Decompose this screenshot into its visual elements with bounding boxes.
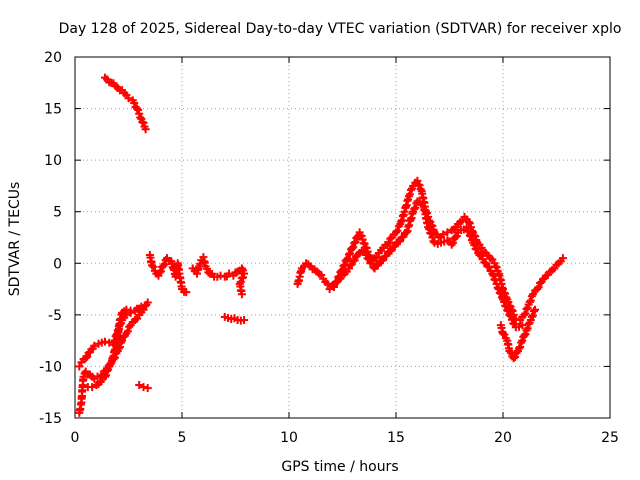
- data-point: [216, 271, 225, 280]
- data-point: [329, 231, 363, 292]
- data-point: [88, 383, 97, 392]
- plot-frame: [74, 56, 611, 419]
- data-points: [75, 73, 567, 417]
- data-point: [531, 305, 540, 314]
- y-tick-label: -5: [48, 308, 62, 324]
- y-tick-label: 10: [44, 153, 62, 169]
- data-point: [225, 269, 234, 278]
- data-point: [154, 256, 170, 280]
- y-axis-label: SDTVAR / TECUs: [7, 182, 23, 297]
- y-tick-label: 20: [44, 50, 62, 66]
- y-tick-label: -15: [39, 411, 62, 427]
- y-tick: 0: [53, 256, 610, 272]
- data-point: [490, 259, 502, 276]
- data-point: [409, 199, 421, 216]
- x-tick: 25: [601, 57, 619, 446]
- x-tick: 10: [280, 57, 298, 446]
- x-tick-label: 0: [71, 430, 80, 446]
- data-point: [494, 285, 506, 302]
- data-point: [173, 259, 186, 291]
- data-point: [475, 251, 489, 267]
- x-tick-label: 15: [387, 430, 405, 446]
- series-afternoon-climb: [293, 176, 567, 325]
- x-tick: 0: [71, 57, 80, 446]
- data-point: [90, 341, 99, 350]
- data-point: [520, 303, 532, 319]
- data-point: [139, 383, 148, 392]
- data-point: [141, 125, 150, 134]
- data-point: [419, 202, 432, 228]
- data-point: [518, 321, 527, 330]
- data-point: [135, 380, 144, 389]
- data-point: [558, 254, 567, 263]
- x-tick-label: 5: [178, 430, 187, 446]
- data-point: [75, 400, 85, 417]
- x-tick: 20: [494, 57, 512, 446]
- y-tick: 5: [53, 205, 610, 221]
- data-point: [526, 307, 539, 325]
- data-point: [122, 305, 131, 314]
- data-point: [124, 94, 133, 103]
- data-point: [325, 285, 334, 294]
- y-tick: 15: [44, 102, 610, 118]
- series-short-low: [135, 380, 152, 393]
- data-point: [100, 365, 113, 381]
- data-point: [488, 269, 502, 292]
- series-midday-band: [188, 253, 249, 299]
- data-point: [424, 223, 438, 246]
- data-point: [220, 272, 231, 281]
- data-point: [237, 290, 246, 299]
- x-tick-label: 20: [494, 430, 512, 446]
- data-point: [75, 362, 84, 371]
- data-point: [143, 298, 152, 307]
- series-short-mid: [220, 312, 249, 325]
- data-point: [137, 302, 146, 311]
- data-point: [293, 276, 303, 288]
- data-point: [182, 288, 191, 297]
- data-point: [499, 295, 513, 316]
- x-tick-label: 10: [280, 430, 298, 446]
- data-point: [323, 279, 332, 288]
- x-tick: 5: [178, 57, 187, 446]
- y-tick-label: -10: [39, 359, 62, 375]
- x-axis-label: GPS time / hours: [281, 459, 398, 475]
- y-tick: 20: [44, 50, 610, 66]
- data-point: [469, 238, 483, 258]
- y-tick: -5: [48, 308, 610, 324]
- y-tick-label: 15: [44, 102, 62, 118]
- data-point: [509, 348, 521, 363]
- data-point: [100, 337, 109, 346]
- axis-ticks: 0 5 10 15 20 25 -15 -10 -5 0 5 10 15 20: [39, 50, 619, 446]
- grid: [75, 57, 610, 418]
- series-pre-noon-cluster: [145, 251, 191, 297]
- y-tick-label: 0: [53, 256, 62, 272]
- y-tick: -15: [39, 411, 610, 427]
- series-high-segment: [100, 73, 150, 134]
- series-afternoon-climb-lower: [325, 197, 527, 332]
- data-point: [133, 104, 145, 122]
- data-point: [126, 306, 135, 315]
- data-point: [447, 232, 461, 249]
- y-tick: -10: [39, 359, 610, 375]
- data-point: [430, 238, 442, 248]
- chart-title: Day 128 of 2025, Sidereal Day-to-day VTE…: [59, 21, 622, 37]
- data-point: [481, 259, 495, 276]
- x-tick-label: 25: [601, 430, 619, 446]
- data-point: [143, 384, 152, 393]
- y-tick: 10: [44, 153, 610, 169]
- x-tick: 15: [387, 57, 405, 446]
- data-point: [314, 269, 326, 279]
- data-point: [413, 176, 425, 194]
- data-point: [443, 228, 452, 237]
- data-point: [240, 316, 249, 325]
- data-point: [541, 270, 552, 280]
- series-evening-dip: [496, 305, 540, 363]
- data-point: [439, 230, 448, 239]
- series-morning-rise-c: [83, 305, 135, 392]
- data-point: [499, 329, 510, 343]
- y-tick-label: 5: [53, 205, 62, 221]
